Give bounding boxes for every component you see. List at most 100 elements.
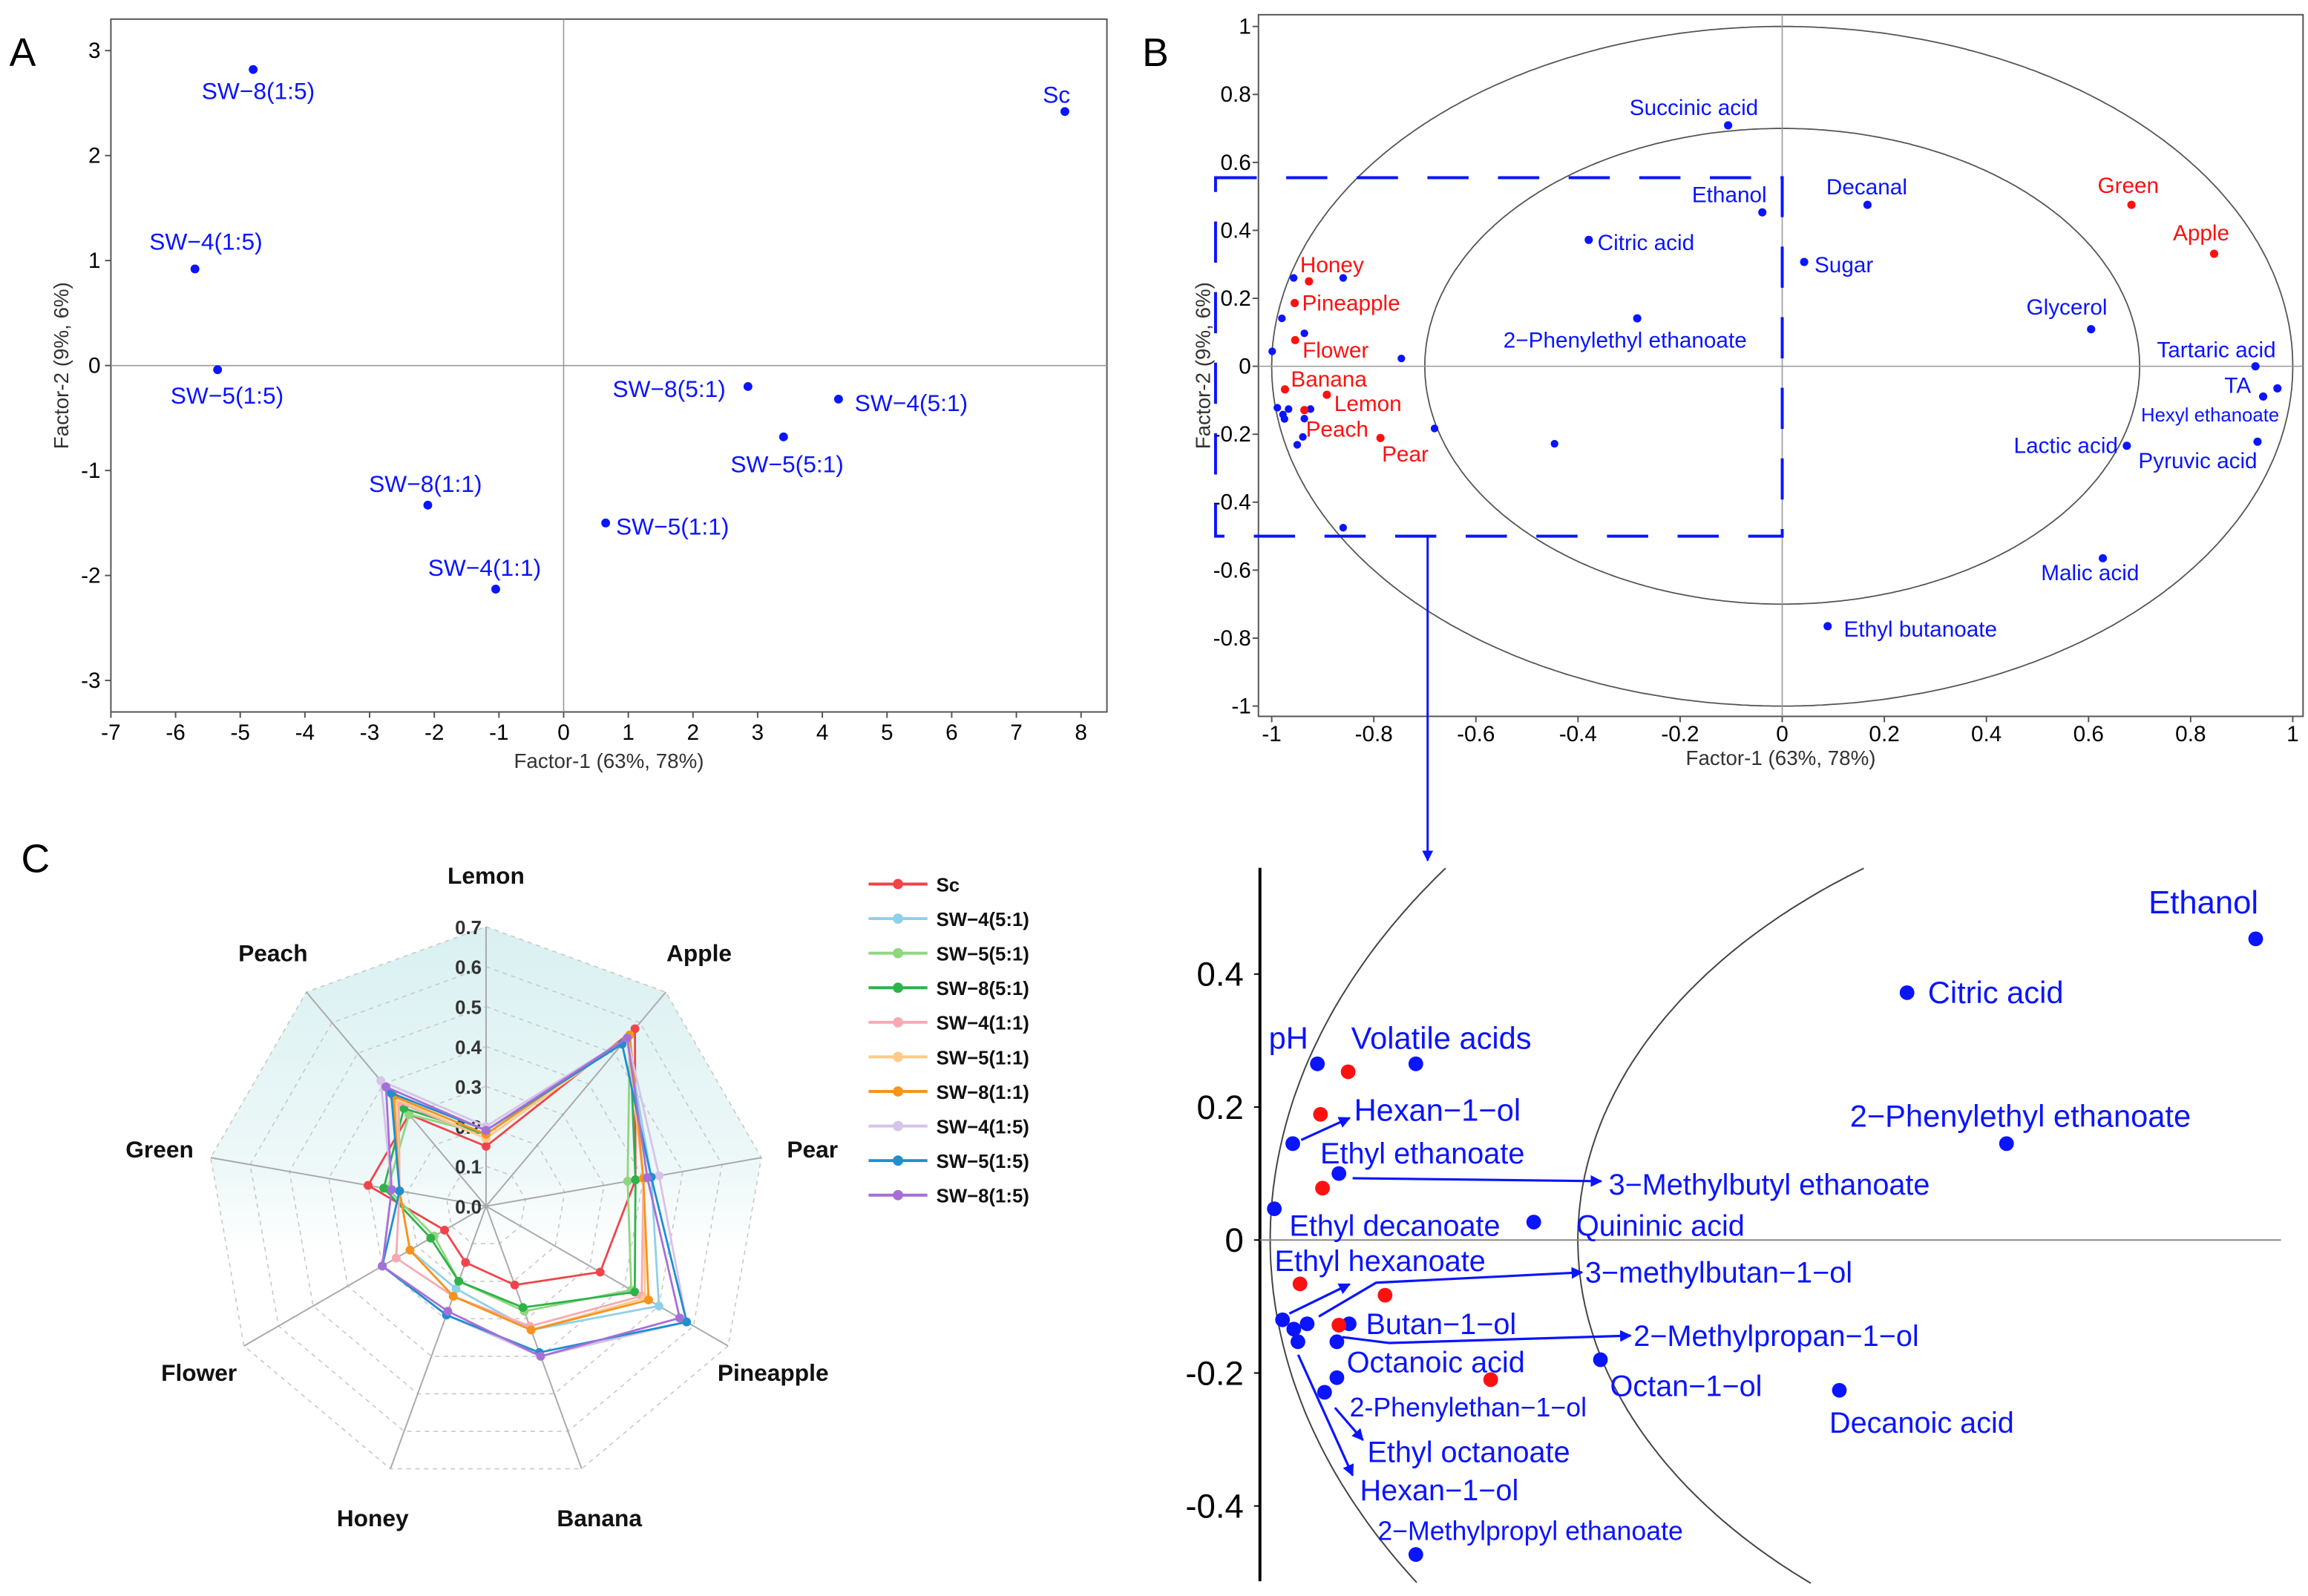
radar-axis-label: Green bbox=[125, 1136, 194, 1163]
radar-series-point bbox=[461, 1258, 471, 1267]
sample-point bbox=[190, 264, 200, 274]
radar-axis-label: Pineapple bbox=[718, 1359, 829, 1386]
variable-label: Ethyl butanoate bbox=[1844, 617, 1998, 642]
x-tick-label: -0.6 bbox=[1457, 722, 1495, 746]
radar-tick-label: 0.7 bbox=[455, 918, 482, 939]
y-tick-label: 3 bbox=[88, 39, 101, 63]
legend-swatch-marker bbox=[893, 982, 903, 994]
variable-point bbox=[1329, 1370, 1345, 1385]
radar-gridline bbox=[407, 1126, 565, 1282]
variable-label: 2-Phenylethan−1−ol bbox=[1350, 1393, 1587, 1422]
radar-series-point bbox=[655, 1171, 664, 1180]
x-tick-label: -7 bbox=[101, 720, 120, 745]
aroma-label: Flower bbox=[1302, 338, 1368, 363]
sample-label: SW−5(1:5) bbox=[171, 382, 283, 409]
legend-label: SW−5(1:5) bbox=[937, 1152, 1029, 1172]
label-leader-arrow bbox=[1300, 1117, 1351, 1141]
radar-series-point bbox=[655, 1301, 663, 1311]
y-tick-label: -0.6 bbox=[1213, 558, 1251, 582]
x-tick-label: -1 bbox=[1262, 722, 1281, 746]
variable-label: Ethyl ethanoate bbox=[1320, 1137, 1524, 1170]
aroma-label: Honey bbox=[1300, 253, 1364, 278]
radar-series-point bbox=[451, 1284, 461, 1293]
x-tick-label: 0 bbox=[1776, 722, 1789, 746]
y-tick-label: 0 bbox=[1239, 355, 1251, 379]
radar-series-point bbox=[376, 1076, 386, 1086]
y-tick-label: 0 bbox=[1225, 1221, 1244, 1259]
aroma-label: Pineapple bbox=[1302, 291, 1400, 315]
variable-point bbox=[1280, 415, 1288, 423]
radar-series-point bbox=[387, 1185, 396, 1195]
variable-label: Succinic acid bbox=[1630, 96, 1758, 120]
y-tick-label: -0.2 bbox=[1213, 422, 1251, 447]
variable-label: Octan−1−ol bbox=[1610, 1370, 1763, 1402]
sample-point bbox=[1060, 107, 1069, 116]
variable-label: Ethyl decanoate bbox=[1289, 1209, 1500, 1242]
variable-label: Lactic acid bbox=[2014, 434, 2118, 459]
variable-point bbox=[1310, 1056, 1325, 1071]
x-tick-label: 8 bbox=[1075, 720, 1087, 745]
legend-swatch-marker bbox=[893, 1017, 903, 1028]
variable-label: Ethanol bbox=[1692, 183, 1767, 207]
variable-label: Ethyl hexanoate bbox=[1275, 1245, 1486, 1278]
legend-label: SW−8(1:1) bbox=[937, 1083, 1029, 1103]
x-tick-label: 7 bbox=[1010, 720, 1023, 745]
legend-label: SW−5(5:1) bbox=[937, 945, 1029, 965]
legend-label: SW−8(1:5) bbox=[937, 1186, 1029, 1207]
label-leader-arrow bbox=[1334, 1407, 1364, 1442]
zoom-region-box bbox=[1213, 176, 1784, 538]
variable-point bbox=[1724, 121, 1733, 130]
panel-label-c: C bbox=[21, 838, 50, 881]
variable-point bbox=[1339, 524, 1348, 532]
radar-series-line bbox=[379, 1036, 688, 1358]
radar-axis-label: Lemon bbox=[447, 862, 525, 889]
variable-point bbox=[1758, 208, 1767, 217]
variable-label: 2−Methylpropyl ethanoate bbox=[1377, 1517, 1683, 1546]
plot-frame bbox=[1257, 13, 2304, 717]
x-tick-label: 0.4 bbox=[1971, 722, 2002, 746]
variable-point bbox=[2248, 931, 2263, 947]
variable-point bbox=[2098, 554, 2108, 562]
y-tick-label: 1 bbox=[88, 249, 101, 273]
variable-label: 3−methylbutan−1−ol bbox=[1585, 1257, 1852, 1290]
variable-label: Hexyl ethanoate bbox=[2141, 405, 2279, 426]
radar-gridline bbox=[249, 965, 723, 1432]
correlation-circle bbox=[1577, 867, 1864, 1584]
aroma-point bbox=[2209, 249, 2219, 258]
radar-axis-label: Honey bbox=[337, 1505, 409, 1531]
legend-label: SW−4(1:5) bbox=[937, 1117, 1029, 1138]
radar-series-point bbox=[364, 1180, 373, 1190]
sample-label: SW−8(1:5) bbox=[202, 77, 315, 104]
y-tick-label: 0.8 bbox=[1221, 82, 1251, 107]
x-axis-title: Factor-1 (63%, 78%) bbox=[1686, 746, 1876, 769]
radar-series-line bbox=[382, 1033, 637, 1309]
x-tick-label: 0.2 bbox=[1869, 722, 1899, 746]
x-tick-label: 0.6 bbox=[2073, 722, 2104, 746]
legend-swatch-marker bbox=[893, 948, 903, 959]
label-leader-arrow bbox=[1318, 1267, 1584, 1318]
variable-point bbox=[1299, 433, 1307, 441]
legend-swatch-marker bbox=[893, 1120, 903, 1132]
y-tick-label: 0 bbox=[88, 354, 101, 378]
radar-series-point bbox=[518, 1303, 528, 1313]
variable-point bbox=[1317, 1385, 1332, 1400]
variable-label: Ethanol bbox=[2148, 885, 2258, 921]
aroma-point bbox=[1280, 385, 1290, 394]
variable-point bbox=[1430, 424, 1439, 433]
aroma-point bbox=[2127, 200, 2136, 209]
variable-point bbox=[1863, 200, 1872, 209]
sample-point bbox=[601, 518, 611, 528]
variable-label: Pyruvic acid bbox=[2138, 449, 2257, 473]
x-tick-label: -0.4 bbox=[1559, 722, 1597, 746]
radar-tick-label: 0.5 bbox=[455, 998, 482, 1019]
radar-series-point bbox=[443, 1307, 453, 1316]
sample-point bbox=[491, 585, 500, 594]
radar-series-point bbox=[675, 1313, 684, 1323]
y-tick-label: 0.4 bbox=[1221, 218, 1251, 243]
panel-b-detail-zoom: 0.4 0.2 0 -0.2 -0.4 Ethanol Citric acid pH Volat… bbox=[1185, 867, 2281, 1584]
x-tick-label: 6 bbox=[945, 720, 958, 745]
legend-swatch-marker bbox=[893, 1189, 903, 1201]
radar-series-point bbox=[623, 1033, 632, 1042]
aroma-point bbox=[1376, 433, 1385, 442]
variable-point bbox=[1306, 405, 1315, 413]
